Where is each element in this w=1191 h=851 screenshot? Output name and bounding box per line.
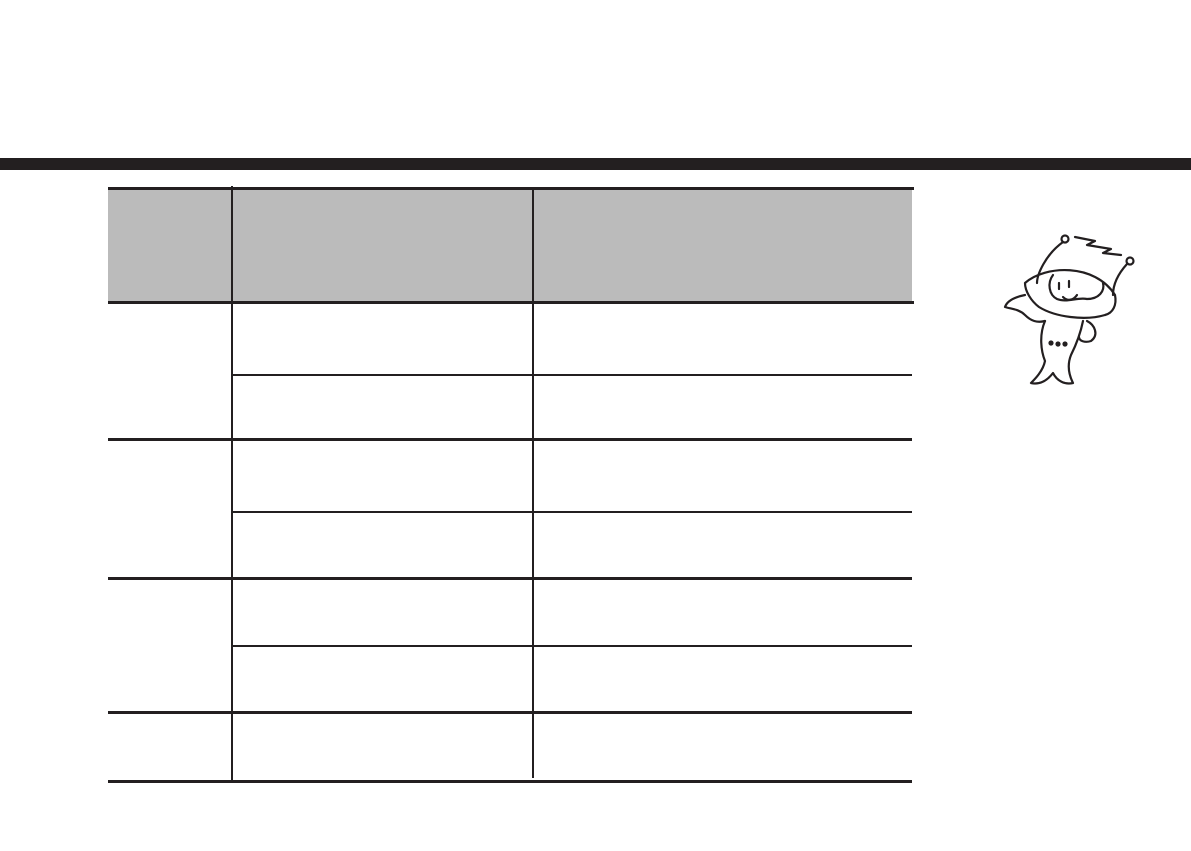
header-bottom-border	[108, 301, 914, 304]
column-divider-2	[532, 190, 534, 778]
row-divider	[232, 645, 912, 647]
group-divider	[108, 711, 912, 714]
group-divider	[108, 438, 912, 441]
table-header-row	[108, 190, 912, 302]
row-divider	[232, 511, 912, 513]
group-divider	[108, 577, 912, 580]
table-top-border	[108, 187, 914, 190]
top-rule	[0, 158, 1191, 170]
column-divider-1	[231, 186, 233, 782]
table-bottom-border	[108, 780, 912, 783]
row-divider	[232, 374, 912, 376]
alien-mascot-icon	[1003, 234, 1135, 385]
